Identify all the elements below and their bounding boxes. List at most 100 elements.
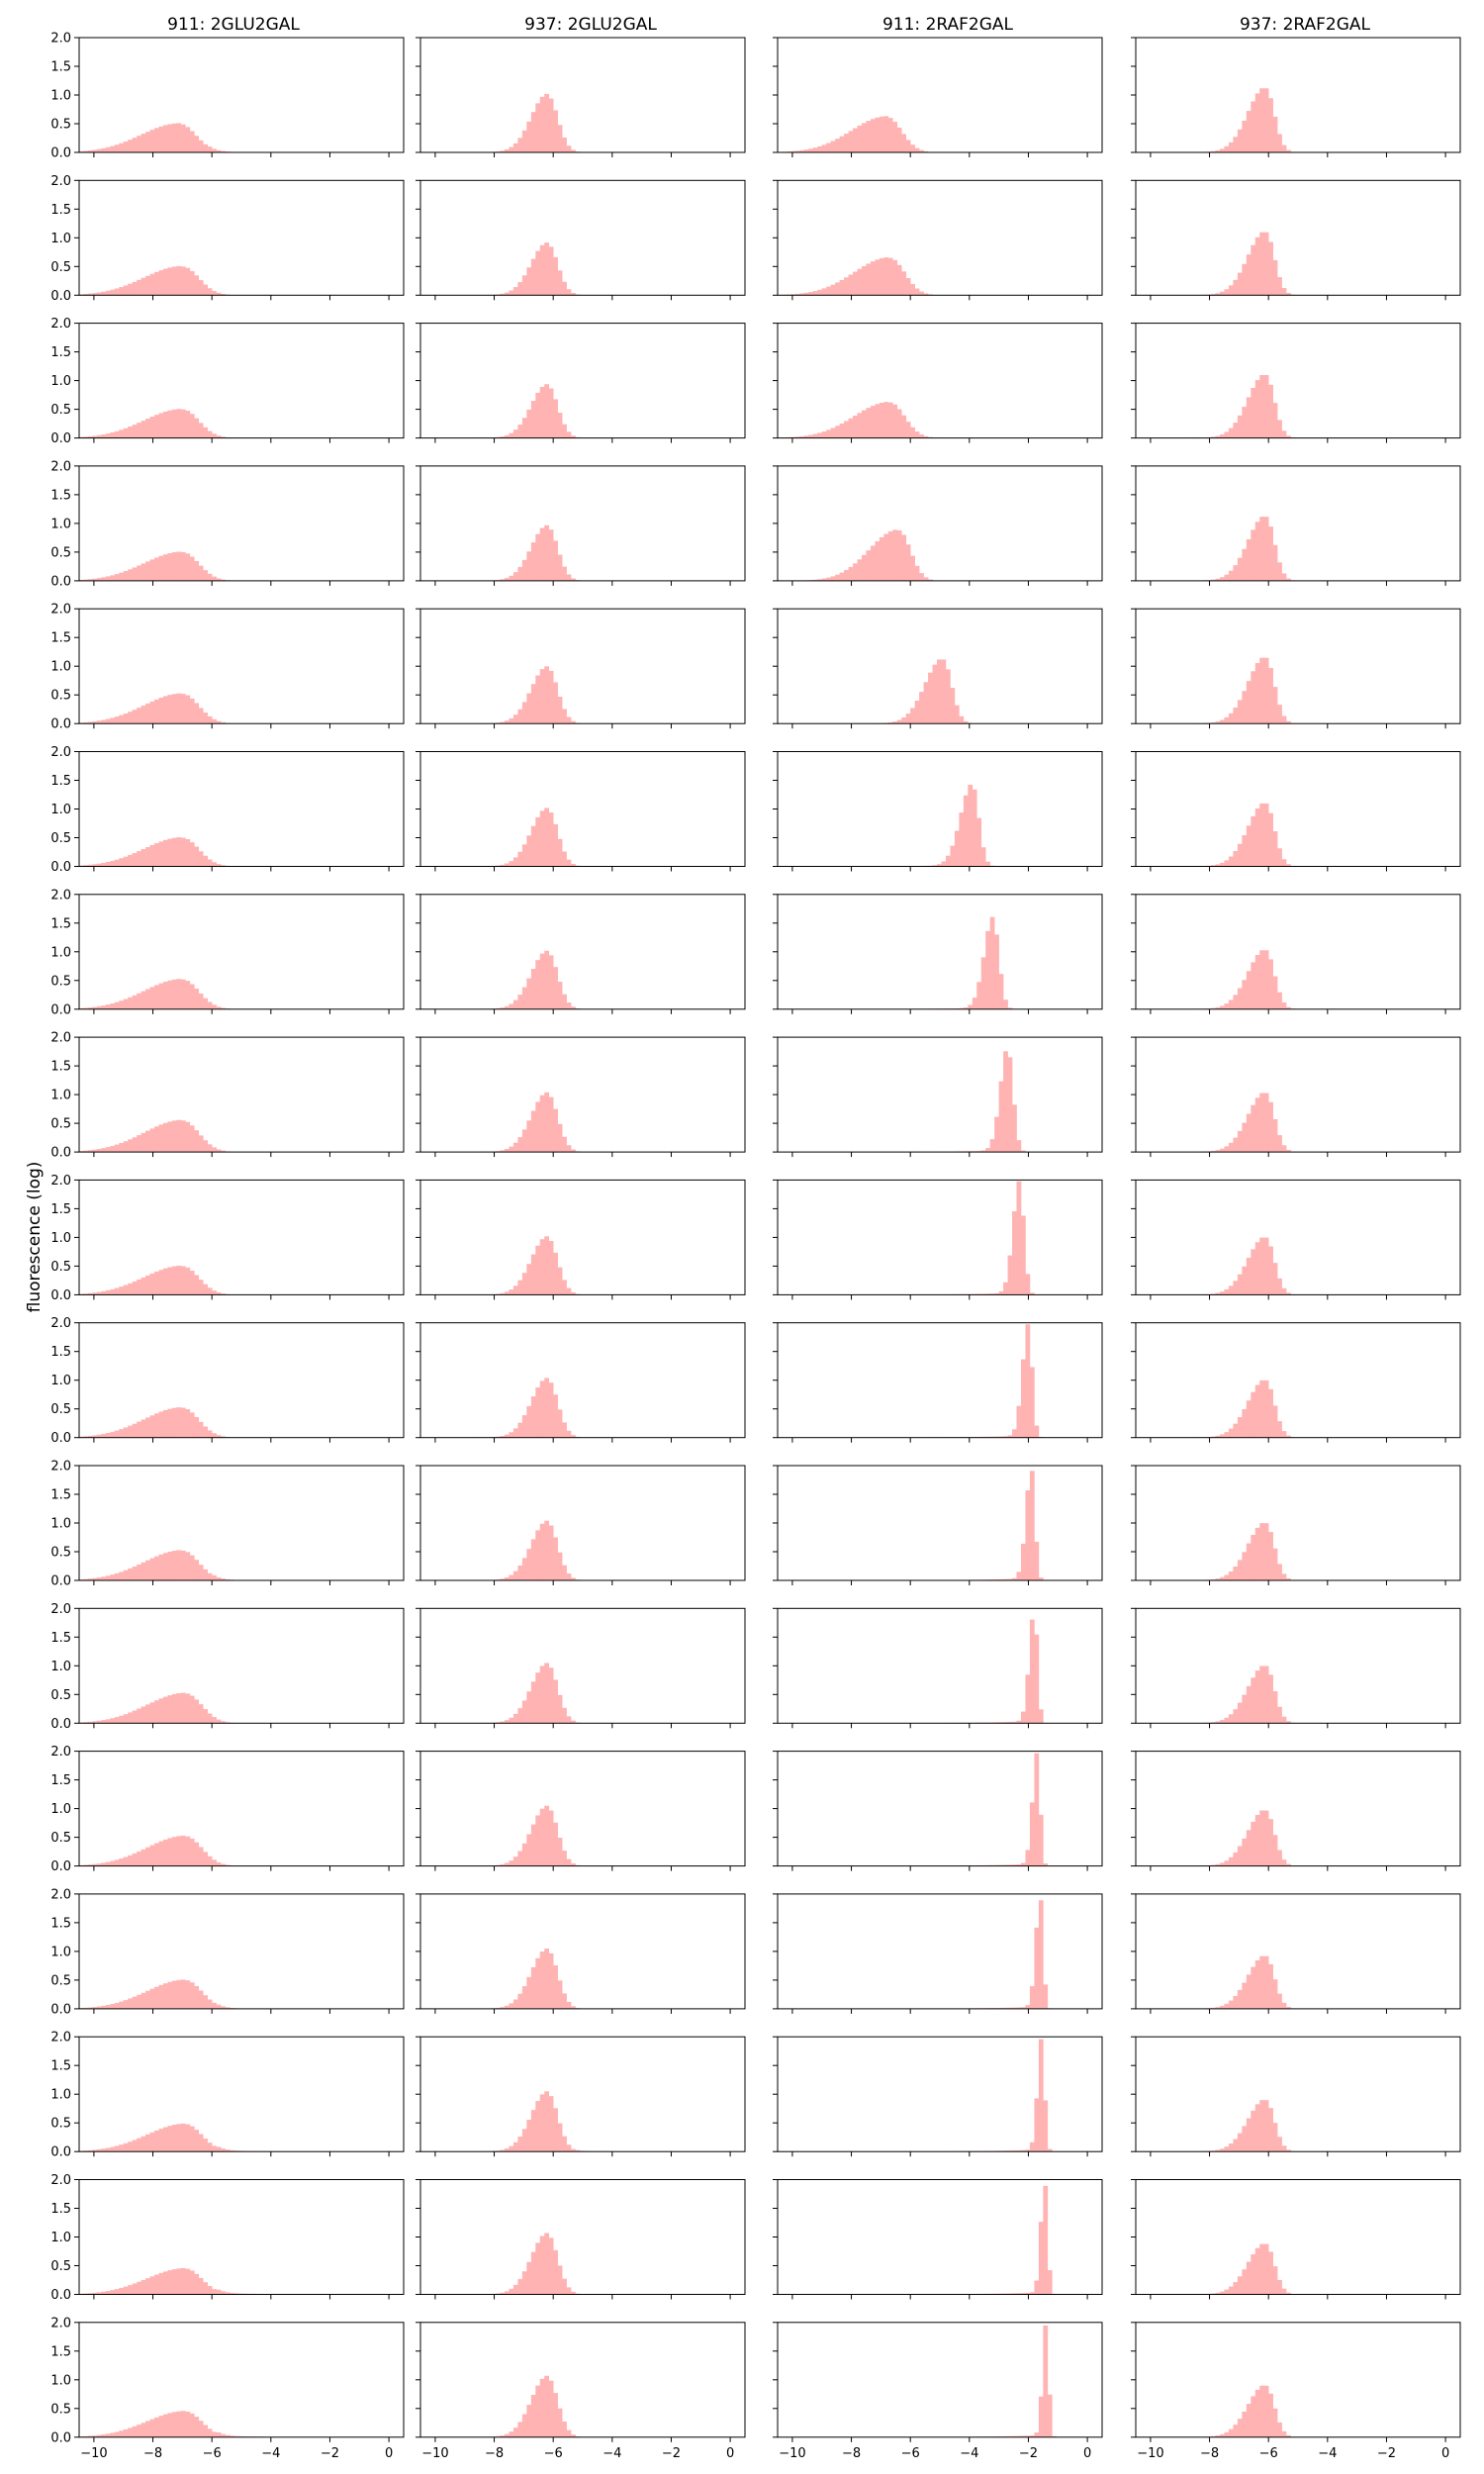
histogram-bar <box>203 1284 209 1295</box>
histogram-bar <box>835 426 840 438</box>
y-tick-label: 2.0 <box>50 2316 71 2331</box>
y-tick-label: 2.0 <box>50 2173 71 2188</box>
histogram-bar <box>910 144 915 152</box>
histogram-bar <box>1003 1578 1008 1580</box>
y-tick-label: 1.0 <box>50 2231 71 2245</box>
histogram-bar <box>950 688 956 724</box>
histogram-bar <box>189 842 195 867</box>
histogram-bar <box>1007 1721 1013 1724</box>
histogram-bar <box>830 576 836 581</box>
histogram-bar <box>1246 2118 1252 2152</box>
histogram-bar <box>535 675 541 724</box>
histogram-bar <box>512 572 518 581</box>
axes-frame <box>78 2036 405 2152</box>
histogram-bar <box>972 789 977 867</box>
histogram-bar <box>1228 856 1234 867</box>
histogram-bar <box>1272 687 1278 724</box>
histogram-bar <box>221 1863 226 1866</box>
histogram-bar <box>812 433 818 438</box>
y-tick-label: 1.5 <box>50 1631 71 1646</box>
histogram-bar <box>500 2007 506 2009</box>
histogram-bar <box>1277 1993 1282 2009</box>
histogram-bar <box>119 143 125 152</box>
histogram-bar <box>1021 1215 1026 1295</box>
histogram-bar <box>189 2126 195 2152</box>
histogram-bar <box>1224 574 1230 581</box>
histogram-bar <box>571 578 576 581</box>
histogram-bar <box>203 2139 209 2152</box>
histogram-bar <box>1034 2432 1040 2437</box>
histogram-bar <box>207 1572 213 1580</box>
y-tick-label: 1.0 <box>50 1660 71 1674</box>
histogram-bar <box>566 1145 572 1153</box>
histogram-bar <box>1237 1702 1243 1724</box>
histogram-bar <box>1272 544 1278 581</box>
y-tick-label: 0.5 <box>50 1688 71 1703</box>
histogram-bar <box>989 1139 995 1153</box>
histogram-bar <box>221 1293 226 1295</box>
histogram-bar <box>145 703 150 724</box>
histogram-bar <box>140 134 146 152</box>
histogram-bar <box>194 1699 200 1724</box>
axes-frame <box>78 1036 405 1153</box>
y-tick-label: 0.0 <box>50 1146 71 1161</box>
histogram-bar <box>1219 1862 1225 1866</box>
axes-frame <box>78 608 405 724</box>
histogram-bar <box>1237 2276 1243 2295</box>
histogram-bar <box>83 1578 89 1580</box>
histogram-bar <box>1281 1001 1287 1009</box>
histogram-bar <box>1224 2146 1230 2152</box>
y-tick-label: 1.0 <box>50 1945 71 1959</box>
histogram-bar <box>189 414 195 438</box>
histogram-bar <box>526 693 532 724</box>
histogram-bar <box>176 551 182 581</box>
y-tick-label: 0.5 <box>50 118 71 133</box>
histogram-bar <box>905 278 911 296</box>
histogram-bar <box>1246 538 1252 581</box>
histogram-panel: 0.00.51.01.52.0 <box>50 603 405 732</box>
histogram-bar <box>500 2435 506 2437</box>
axes-frame <box>1135 1179 1461 1295</box>
histogram-bar <box>149 2132 155 2152</box>
histogram-panel: 0.00.51.01.52.0 <box>50 2173 405 2303</box>
histogram-bar <box>919 291 924 296</box>
histogram-bar <box>207 2142 213 2152</box>
histogram-bar <box>87 293 93 296</box>
histogram-bar <box>1016 1140 1022 1153</box>
histogram-bar <box>535 2385 541 2437</box>
histogram-bar <box>517 1851 523 1866</box>
histogram-bar <box>566 1287 572 1295</box>
histogram-bar <box>185 1836 191 1866</box>
histogram-bar <box>883 402 889 438</box>
histogram-bar <box>101 434 107 438</box>
histogram-bar <box>794 436 800 438</box>
axes-frame <box>419 2322 746 2438</box>
histogram-bar <box>562 1993 567 2009</box>
histogram-bar <box>566 1858 572 1866</box>
histogram-bar <box>963 1007 969 1009</box>
histogram-bar <box>101 577 107 581</box>
histogram-bar <box>857 559 863 581</box>
histogram-bar <box>171 1693 177 1724</box>
histogram-bar <box>158 1270 164 1295</box>
histogram-bar <box>1215 1435 1221 1438</box>
histogram-bar <box>914 288 920 296</box>
histogram-bar <box>566 145 572 152</box>
histogram-bar <box>919 692 924 724</box>
x-tick-label: −2 <box>1377 2446 1396 2461</box>
histogram-bar <box>1021 1543 1026 1580</box>
histogram-bar <box>198 1421 204 1438</box>
axes-frame <box>1135 1322 1461 1439</box>
histogram-bar <box>526 978 532 1009</box>
histogram-bar <box>154 271 159 296</box>
histogram-bar <box>189 1982 195 2009</box>
histogram-bar <box>1038 2039 1044 2152</box>
histogram-bar <box>500 2149 506 2152</box>
histogram-bar <box>566 1573 572 1580</box>
histogram-bar <box>571 2148 576 2152</box>
histogram-bar <box>119 1429 125 1438</box>
y-tick-label: 1.5 <box>50 1345 71 1360</box>
histogram-bar <box>1021 1359 1026 1438</box>
histogram-bar <box>96 2434 102 2437</box>
histogram-bar <box>185 1409 191 1438</box>
